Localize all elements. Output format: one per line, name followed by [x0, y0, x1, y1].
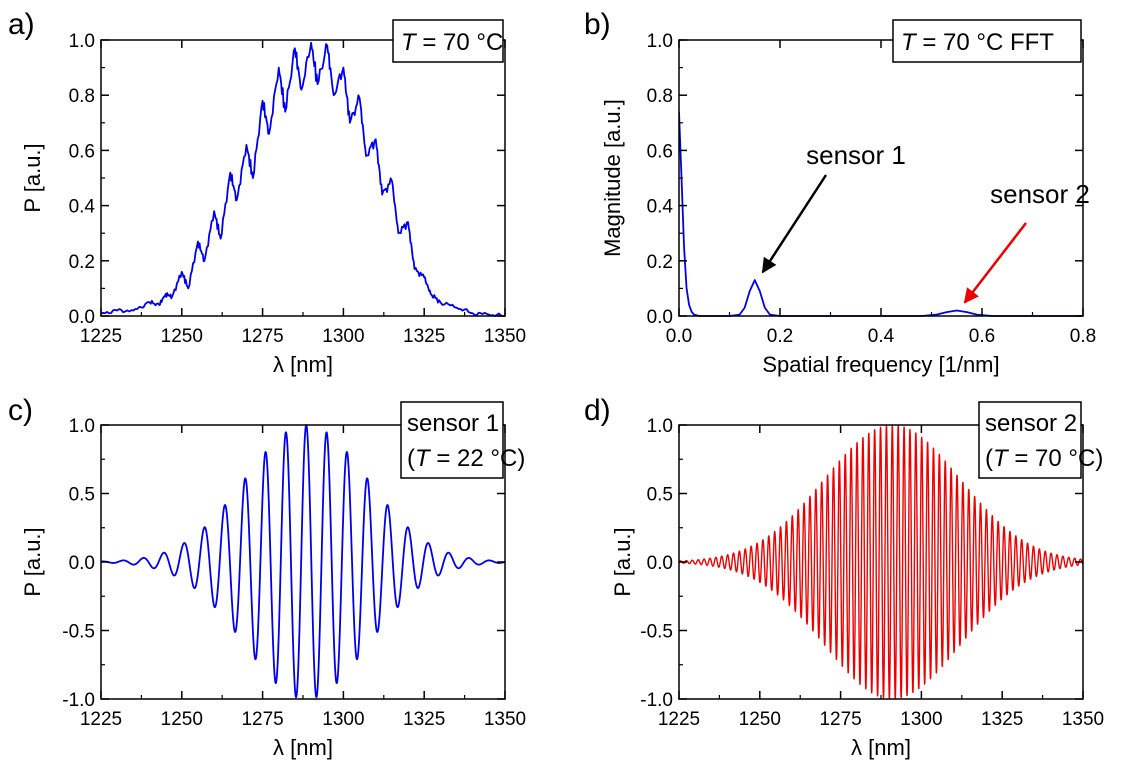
inset-line-1: sensor 1: [407, 410, 499, 437]
x-tick-label: 1225: [80, 326, 122, 347]
y-axis-label: P [a.u.]: [20, 143, 45, 212]
inset-title: T = 70 °C: [401, 29, 503, 56]
series-line-0: [101, 41, 505, 317]
y-tick-label: 1.0: [647, 416, 673, 437]
inset-line-1: sensor 2: [985, 410, 1077, 437]
annotation-label: sensor 1: [806, 140, 906, 170]
x-tick-label: 1250: [739, 709, 781, 730]
x-tick-label: 1250: [161, 709, 203, 730]
panel-b: b) 0.0 0.2 0.4 0.6 0.8 0.0 0.2 0.4 0.6 0.8 1.0 Spati…: [584, 8, 1096, 377]
y-tick-label: 0.4: [69, 197, 96, 218]
x-tick-label: 1300: [900, 709, 942, 730]
annotation-arrow: [761, 174, 828, 274]
y-tick-label: 0.5: [647, 485, 673, 506]
y-tick-label: 0.4: [647, 197, 674, 218]
panel-label: a): [8, 8, 35, 41]
x-tick-label: 0.0: [666, 326, 692, 347]
y-tick-label: 0.2: [69, 252, 95, 273]
x-tick-label: 1275: [819, 709, 861, 730]
panel-label: d): [584, 394, 611, 427]
series-line-0: [679, 111, 1083, 317]
y-tick-label: 1.0: [69, 31, 95, 52]
x-tick-label: 0.8: [1070, 326, 1096, 347]
x-tick-label: 1225: [80, 709, 122, 730]
x-tick-label: 1250: [161, 326, 203, 347]
inset-box: [400, 401, 504, 479]
plot-frame: [678, 39, 1084, 317]
y-tick-label: -1.0: [62, 690, 95, 711]
panel-label: c): [8, 394, 33, 427]
x-tick-label: 1325: [981, 709, 1023, 730]
y-tick-label: 0.0: [647, 553, 673, 574]
panel-c: c) 1225 1250 1275 1300 1325 1350 -1.0 -0.5 0.0 0.5…: [8, 394, 526, 760]
y-axis-label: P [a.u.]: [610, 527, 635, 596]
x-tick-label: 1325: [403, 326, 445, 347]
x-tick-label: 0.6: [969, 326, 995, 347]
inset-line-2: (T = 70 °C): [985, 445, 1103, 472]
x-axis-label: Spatial frequency [1/nm]: [762, 352, 999, 377]
x-tick-label: 1225: [658, 709, 700, 730]
y-tick-label: 0.0: [647, 307, 673, 328]
y-tick-label: 1.0: [69, 416, 95, 437]
y-axis-label: Magnitude [a.u.]: [600, 99, 625, 257]
inset-box: [392, 19, 504, 63]
y-tick-label: -0.5: [62, 622, 95, 643]
y-tick-label: 0.0: [69, 553, 95, 574]
panel-label: b): [584, 8, 611, 41]
panel-a: a) 1225 1250 1275 1300 1325 1350 0.0 0.2 0.4 0.6 0.…: [8, 8, 526, 377]
x-tick-label: 1350: [484, 326, 526, 347]
y-axis-label: P [a.u.]: [20, 527, 45, 596]
y-tick-label: 0.5: [69, 485, 95, 506]
x-tick-label: 0.4: [868, 326, 895, 347]
x-axis-label: λ [nm]: [273, 352, 333, 377]
series-line-0: [679, 424, 1083, 700]
inset-line-2: (T = 22 °C): [407, 445, 525, 472]
y-tick-label: -1.0: [640, 690, 673, 711]
series-line-0: [101, 424, 505, 699]
y-tick-label: 0.8: [69, 86, 95, 107]
y-tick-label: 0.6: [647, 141, 673, 162]
annotation-arrow: [963, 222, 1027, 304]
inset-title: T = 70 °C FFT: [901, 29, 1054, 56]
x-tick-label: 1350: [1062, 709, 1104, 730]
annotation-label: sensor 2: [990, 179, 1090, 209]
y-tick-label: -0.5: [640, 622, 673, 643]
x-axis-label: λ [nm]: [851, 735, 911, 760]
y-tick-label: 0.6: [69, 141, 95, 162]
x-tick-label: 1275: [241, 326, 283, 347]
x-axis-label: λ [nm]: [273, 735, 333, 760]
x-tick-label: 1350: [484, 709, 526, 730]
x-tick-label: 1325: [403, 709, 445, 730]
y-tick-label: 0.2: [647, 252, 673, 273]
inset-box: [978, 401, 1082, 479]
x-tick-label: 0.2: [767, 326, 793, 347]
panel-d: d) 1225 1250 1275 1300 1325 1350 -1.0 -0.5 0.0 0.5…: [584, 394, 1104, 760]
x-tick-label: 1300: [322, 709, 364, 730]
y-tick-label: 1.0: [647, 31, 673, 52]
x-tick-label: 1275: [241, 709, 283, 730]
x-tick-label: 1300: [322, 326, 364, 347]
inset-box: [892, 19, 1082, 63]
y-tick-label: 0.0: [69, 307, 95, 328]
y-tick-label: 0.8: [647, 86, 673, 107]
